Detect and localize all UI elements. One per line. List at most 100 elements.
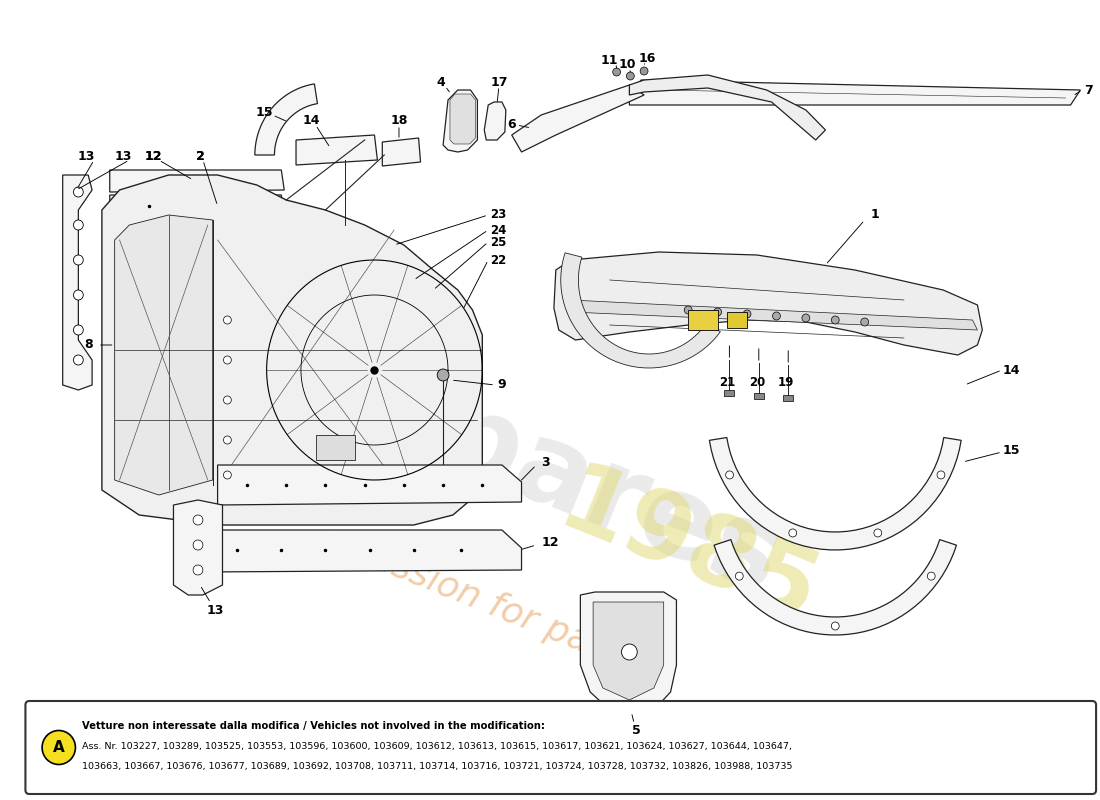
Circle shape [714,308,722,316]
Text: 14: 14 [1003,363,1021,377]
Circle shape [74,325,84,335]
Text: 15: 15 [1003,443,1021,457]
Text: 5: 5 [631,723,640,737]
Text: 2: 2 [196,150,205,162]
Text: 13: 13 [77,150,95,162]
Polygon shape [110,170,284,192]
Circle shape [684,306,692,314]
Text: 12: 12 [144,150,162,162]
Circle shape [613,68,620,76]
Text: 9: 9 [497,378,506,391]
Text: 2: 2 [196,150,205,162]
Text: 13: 13 [114,150,132,162]
Text: 20: 20 [749,375,764,389]
Polygon shape [554,252,982,355]
Circle shape [74,255,84,265]
Polygon shape [581,592,676,715]
Text: 12: 12 [541,535,559,549]
Circle shape [802,314,810,322]
Polygon shape [174,500,222,595]
Polygon shape [450,94,475,144]
Bar [783,395,793,401]
Circle shape [194,540,202,550]
Polygon shape [571,300,978,330]
Polygon shape [114,215,212,495]
Text: 7: 7 [1084,83,1092,97]
Text: 19: 19 [778,375,794,389]
FancyBboxPatch shape [25,701,1096,794]
Polygon shape [443,90,477,152]
Text: eurospares: eurospares [88,244,798,616]
Circle shape [927,572,935,580]
Text: 16: 16 [638,51,656,65]
Text: 24: 24 [491,223,506,237]
Circle shape [74,187,84,197]
Text: 1985: 1985 [546,456,830,644]
Text: 3: 3 [541,455,550,469]
Text: 4: 4 [437,75,446,89]
Circle shape [74,355,84,365]
Polygon shape [714,540,957,635]
Text: 8: 8 [84,338,92,351]
Circle shape [772,312,780,320]
Text: Vetture non interessate dalla modifica / Vehicles not involved in the modificati: Vetture non interessate dalla modifica /… [82,721,546,731]
Text: 10: 10 [618,58,636,71]
Circle shape [223,356,231,364]
Text: Ass. Nr. 103227, 103289, 103525, 103553, 103596, 103600, 103609, 103612, 103613,: Ass. Nr. 103227, 103289, 103525, 103553,… [82,742,792,751]
Text: 6: 6 [507,118,516,131]
Circle shape [937,471,945,479]
Text: 15: 15 [256,106,274,118]
Circle shape [873,529,882,537]
Circle shape [832,316,839,324]
Circle shape [223,316,231,324]
Text: 18: 18 [390,114,408,126]
Bar [727,312,747,328]
Polygon shape [512,85,645,152]
Text: 103663, 103667, 103676, 103677, 103689, 103692, 103708, 103711, 103714, 103716, : 103663, 103667, 103676, 103677, 103689, … [82,762,793,770]
Text: 13: 13 [207,603,224,617]
Circle shape [437,369,449,381]
Text: 11: 11 [601,54,618,66]
Circle shape [832,622,839,630]
Polygon shape [110,195,284,217]
Text: 12: 12 [144,150,162,162]
Polygon shape [561,253,720,368]
Text: 14: 14 [302,114,320,126]
Polygon shape [593,602,663,700]
Circle shape [744,310,751,318]
Circle shape [74,220,84,230]
Polygon shape [629,80,1080,105]
Polygon shape [63,175,92,390]
Bar [754,393,763,399]
Circle shape [726,471,734,479]
Circle shape [74,290,84,300]
Polygon shape [296,135,377,165]
Circle shape [640,67,648,75]
Text: 23: 23 [491,209,506,222]
Polygon shape [218,465,521,505]
Circle shape [789,529,796,537]
Circle shape [621,644,637,660]
Circle shape [223,436,231,444]
Text: a passion for parts...: a passion for parts... [314,520,671,690]
Polygon shape [629,75,825,140]
Circle shape [861,318,869,326]
Circle shape [194,515,202,525]
Text: 22: 22 [491,254,506,266]
Polygon shape [255,84,318,155]
Text: 17: 17 [491,75,508,89]
Polygon shape [102,175,482,525]
Text: 21: 21 [719,375,736,389]
Polygon shape [202,530,521,572]
Circle shape [194,565,202,575]
Polygon shape [484,102,506,140]
Text: 1: 1 [870,209,879,222]
Circle shape [223,471,231,479]
Bar [316,435,355,460]
Circle shape [626,72,635,80]
Polygon shape [710,438,961,550]
Polygon shape [383,138,420,166]
Circle shape [223,396,231,404]
Text: A: A [53,740,65,755]
Text: 25: 25 [491,235,506,249]
